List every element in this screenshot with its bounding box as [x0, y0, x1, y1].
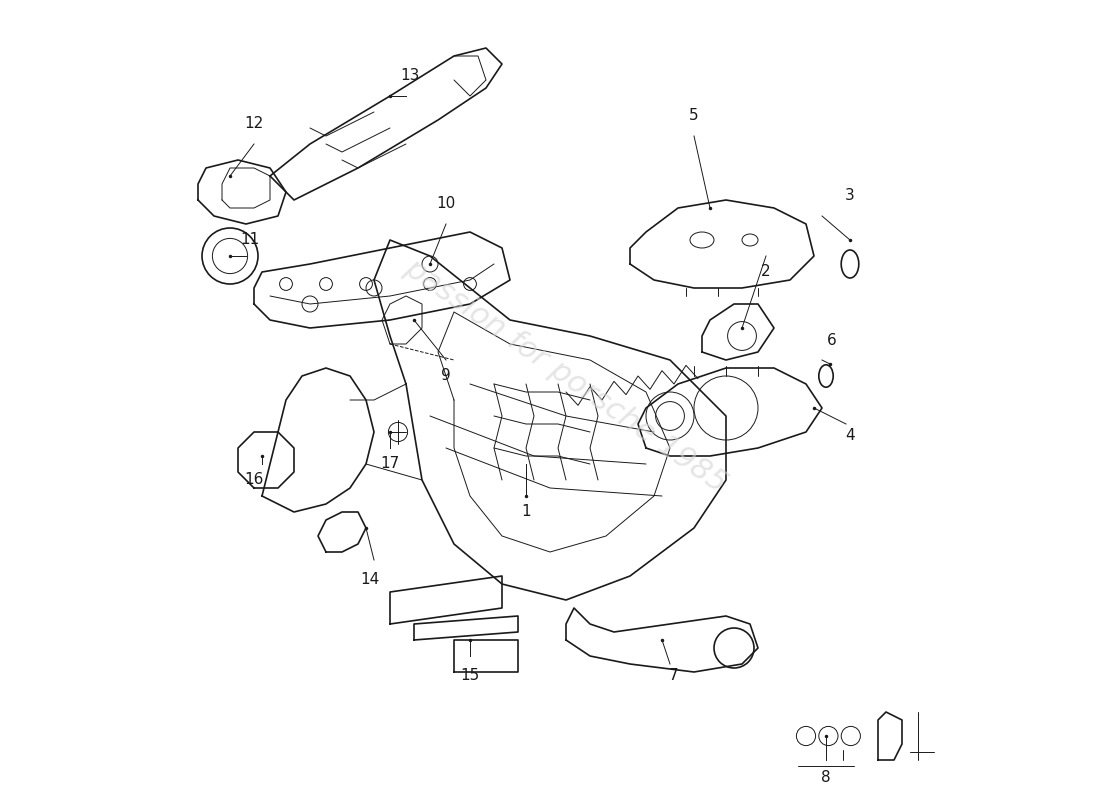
Text: 6: 6	[827, 333, 836, 347]
Text: 8: 8	[822, 770, 830, 785]
Text: 5: 5	[690, 109, 698, 123]
Text: 2: 2	[761, 265, 771, 279]
Text: 12: 12	[244, 117, 264, 131]
Text: 13: 13	[400, 69, 420, 83]
Text: 3: 3	[845, 189, 855, 203]
Text: 14: 14	[361, 573, 379, 587]
Text: 9: 9	[441, 369, 451, 383]
Text: 11: 11	[241, 233, 260, 247]
Text: 16: 16	[244, 473, 264, 487]
Text: 7: 7	[669, 669, 679, 683]
Text: 10: 10	[437, 197, 455, 211]
Text: 4: 4	[845, 429, 855, 443]
Text: 1: 1	[521, 505, 531, 519]
Text: passion for porsche 1985: passion for porsche 1985	[399, 254, 733, 498]
Text: 17: 17	[381, 457, 399, 471]
Text: 15: 15	[461, 669, 480, 683]
